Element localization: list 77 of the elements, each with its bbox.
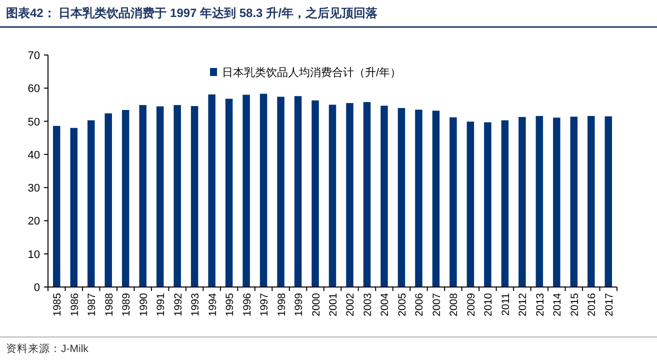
bar xyxy=(53,126,60,287)
x-tick-label: 1992 xyxy=(172,292,184,316)
y-tick-label: 60 xyxy=(28,83,40,96)
bar xyxy=(536,116,544,287)
x-tick-label: 2005 xyxy=(396,292,408,316)
bar xyxy=(139,105,146,287)
bar xyxy=(328,104,336,287)
x-tick-label: 1994 xyxy=(206,292,219,316)
bar xyxy=(380,106,388,287)
x-tick-label: 1998 xyxy=(276,292,288,316)
x-tick-label: 1997 xyxy=(258,292,271,316)
bar xyxy=(70,128,78,287)
bar xyxy=(225,98,233,287)
x-tick-label: 1987 xyxy=(86,292,98,316)
x-tick-label: 2017 xyxy=(603,292,616,316)
bar xyxy=(501,120,509,287)
bar xyxy=(604,116,612,287)
bar xyxy=(277,96,284,287)
y-tick-label: 40 xyxy=(28,149,40,162)
bar xyxy=(312,100,319,287)
bar xyxy=(518,116,526,287)
bar xyxy=(415,110,422,287)
x-tick-label: 2002 xyxy=(344,292,357,316)
y-tick-label: 0 xyxy=(34,282,40,294)
x-tick-label: 1996 xyxy=(241,292,254,316)
text: 资料来源：J-Milk xyxy=(6,342,90,355)
y-tick-label: 10 xyxy=(28,248,40,261)
bar xyxy=(398,108,406,287)
x-tick-label: 1988 xyxy=(103,292,116,316)
x-tick-label: 1986 xyxy=(68,292,81,316)
x-tick-label: 2014 xyxy=(552,292,564,316)
bar xyxy=(466,122,474,287)
x-tick-label: 2013 xyxy=(534,292,546,316)
x-tick-label: 1999 xyxy=(293,292,306,316)
chart-title: 图表42： 日本乳类饮品消费于 1997 年达到 58.3 升/年，之后见顶回落 xyxy=(6,6,378,20)
bar xyxy=(588,116,595,287)
x-tick-label: 1995 xyxy=(224,292,236,316)
y-tick-label: 50 xyxy=(28,116,40,128)
legend-label: 日本乳类饮品人均消费合计（升/年） xyxy=(222,66,402,79)
x-tick-label: 2007 xyxy=(430,292,443,316)
x-tick-label: 1989 xyxy=(120,292,133,316)
x-tick-label: 1993 xyxy=(190,292,202,316)
bar xyxy=(122,110,130,287)
x-tick-label: 1985 xyxy=(52,292,64,316)
x-tick-label: 2004 xyxy=(379,292,392,316)
x-tick-label: 1990 xyxy=(138,292,150,316)
bar xyxy=(156,106,164,287)
bar xyxy=(432,110,440,287)
x-tick-label: 1991 xyxy=(155,292,168,316)
x-tick-label: 2008 xyxy=(448,292,460,316)
bar xyxy=(87,120,95,287)
y-tick-label: 20 xyxy=(28,216,40,228)
bar xyxy=(553,118,560,287)
bar xyxy=(208,94,216,287)
x-tick-label: 2006 xyxy=(414,292,426,316)
bar xyxy=(570,116,578,287)
x-tick-label: 2001 xyxy=(328,292,340,316)
bar xyxy=(174,105,181,287)
y-tick-label: 70 xyxy=(28,50,40,62)
x-tick-label: 2012 xyxy=(517,292,530,316)
bar xyxy=(294,96,302,287)
bar xyxy=(260,94,268,287)
x-tick-label: 2003 xyxy=(362,292,374,316)
bar xyxy=(242,94,250,287)
bar xyxy=(104,113,112,287)
x-tick-label: 2015 xyxy=(568,292,581,316)
x-tick-label: 2016 xyxy=(586,292,598,316)
y-tick-label: 30 xyxy=(28,182,40,195)
bar xyxy=(363,102,371,287)
bar xyxy=(484,122,492,287)
bar xyxy=(346,103,354,287)
bar xyxy=(190,106,198,287)
x-tick-label: 2011 xyxy=(500,292,512,316)
bar xyxy=(450,117,457,287)
x-tick-label: 2009 xyxy=(465,292,478,316)
x-tick-label: 2010 xyxy=(482,292,495,316)
x-tick-label: 2000 xyxy=(310,292,322,316)
